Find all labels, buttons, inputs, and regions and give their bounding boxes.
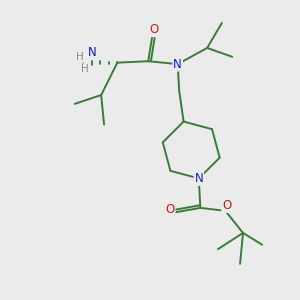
Text: O: O (165, 203, 175, 216)
Text: O: O (149, 23, 159, 36)
Text: H: H (81, 64, 89, 74)
Text: N: N (194, 172, 203, 185)
Text: N: N (88, 46, 97, 59)
Text: H: H (76, 52, 84, 62)
Text: O: O (222, 199, 231, 212)
Text: N: N (173, 58, 182, 70)
